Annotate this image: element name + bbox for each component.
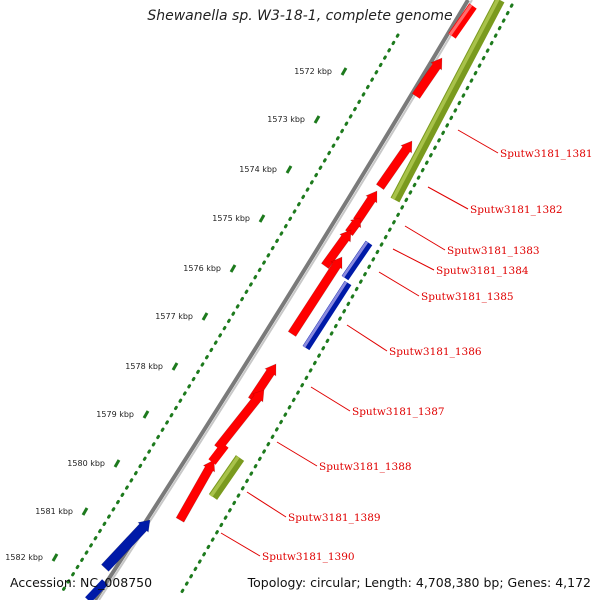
scale-tick-mark [171, 362, 179, 371]
gene-label-leader [427, 186, 469, 210]
scale-tick-mark [81, 507, 89, 516]
gene-feature [247, 363, 277, 403]
gene-label-leader [392, 248, 435, 271]
scale-dotted-arc-outer [178, 3, 514, 597]
scale-tick-label: 1575 kbp [212, 214, 250, 223]
gene-label: Sputw3181_1383 [447, 245, 540, 257]
gene-feature [352, 190, 378, 224]
gene-feature-blue [85, 579, 108, 600]
scale-tick-mark [201, 312, 209, 321]
scale-tick-mark [113, 459, 121, 468]
gene-label-leader [378, 271, 420, 297]
scale-tick-label: 1574 kbp [239, 165, 277, 174]
scale-tick-mark [285, 165, 293, 174]
genome-backbone [93, 0, 470, 600]
gene-label-leader [310, 386, 351, 412]
scale-tick-mark [229, 264, 237, 273]
gene-feature [175, 459, 216, 523]
topology-label: Topology: circular; Length: 4,708,380 bp… [247, 575, 591, 590]
gene-features [85, 0, 505, 600]
gene-feature [412, 87, 424, 99]
gene-feature [375, 140, 413, 191]
scale-tick-label: 1577 kbp [155, 312, 193, 321]
scale-tick-label: 1580 kbp [67, 459, 105, 468]
gene-feature [320, 229, 352, 270]
scale-tick-mark [258, 214, 266, 223]
scale-tick-mark [142, 410, 150, 419]
scale-tick-label: 1582 kbp [5, 553, 43, 562]
gene-labels: Sputw3181_1381 Sputw3181_1382 Sputw3181_13… [220, 129, 593, 563]
scale-tick-mark [340, 67, 348, 76]
gene-feature-blue [302, 280, 352, 351]
gene-label: Sputw3181_1390 [262, 551, 355, 563]
scale-dotted-arc [58, 33, 400, 597]
gene-label: Sputw3181_1381 [500, 148, 593, 160]
gene-feature [214, 389, 265, 452]
gene-label: Sputw3181_1387 [352, 406, 445, 418]
scale-tick-label: 1579 kbp [96, 410, 134, 419]
scale-tick-label: 1578 kbp [125, 362, 163, 371]
gene-label: Sputw3181_1389 [288, 512, 381, 524]
accession-label: Accession: NC_008750 [10, 575, 153, 590]
gene-feature [287, 256, 343, 337]
gene-label-leader [246, 491, 287, 518]
gene-label-leader [457, 129, 499, 154]
scale-tick-mark [313, 115, 321, 124]
gene-label: Sputw3181_1386 [389, 346, 482, 358]
gene-feature-blue [100, 519, 151, 572]
scale-tick-mark [51, 553, 59, 562]
gene-feature-blue [341, 240, 373, 281]
gene-label-leader [404, 225, 446, 251]
gene-feature-olive [390, 0, 505, 203]
gene-label: Sputw3181_1384 [436, 265, 529, 277]
genome-title: Shewanella sp. W3-18-1, complete genome [147, 8, 453, 24]
scale-ticks: 1572 kbp 1573 kbp 1574 kbp 1575 kbp 1576 kbp… [5, 67, 348, 562]
gene-feature-olive [208, 455, 245, 500]
scale-tick-label: 1581 kbp [35, 507, 73, 516]
gene-feature [448, 3, 477, 39]
gene-feature [208, 442, 229, 465]
gene-label: Sputw3181_1385 [421, 291, 514, 303]
gene-label: Sputw3181_1388 [319, 461, 412, 473]
gene-label-leader [346, 324, 388, 352]
gene-label-leader [276, 441, 318, 467]
scale-tick-label: 1572 kbp [294, 67, 332, 76]
scale-tick-label: 1576 kbp [183, 264, 221, 273]
scale-tick-label: 1573 kbp [267, 115, 305, 124]
gene-label: Sputw3181_1382 [470, 204, 563, 216]
gene-label-leader [220, 532, 261, 557]
